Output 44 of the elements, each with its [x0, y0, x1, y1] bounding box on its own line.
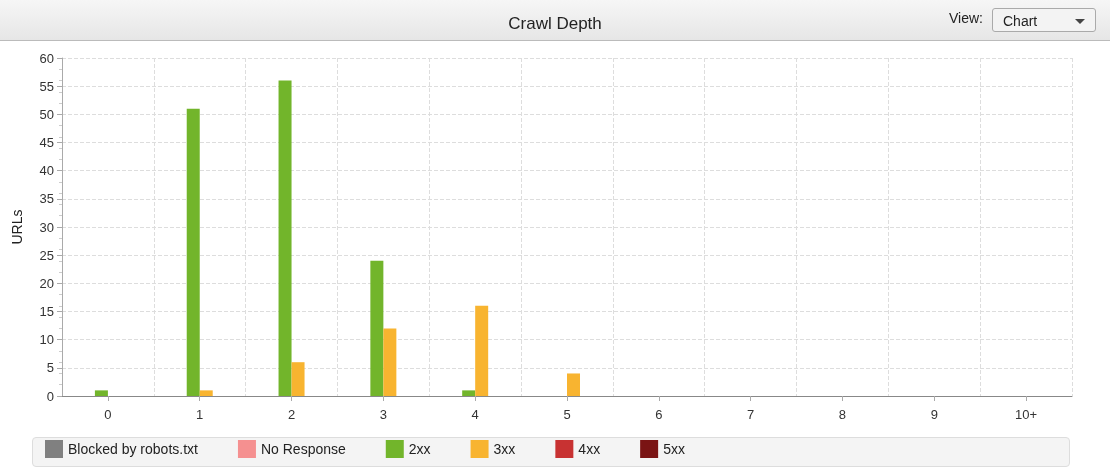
x-tick-label: 8	[838, 407, 847, 422]
y-tick-label: 15	[39, 304, 54, 319]
x-tick-label: 7	[747, 407, 755, 422]
x-tick-label: 4	[471, 407, 479, 422]
legend-label: No Response	[260, 441, 346, 457]
x-tick-label: 5	[563, 407, 571, 422]
bar	[383, 328, 397, 396]
legend-label: Blocked by robots.txt	[68, 441, 199, 457]
y-axis-title: URLs	[9, 209, 25, 245]
bar	[278, 80, 292, 396]
y-tick-label: 0	[46, 388, 54, 404]
chart-title: Crawl Depth	[508, 14, 602, 33]
y-tick-label: 10	[39, 332, 54, 348]
y-tick-label: 60	[39, 50, 54, 66]
bar	[291, 362, 305, 396]
y-tick-label: 40	[39, 163, 54, 179]
x-tick-label: 1	[196, 407, 204, 422]
y-tick-label: 45	[39, 135, 54, 150]
legend-label: 3xx	[493, 441, 516, 457]
bar	[462, 390, 476, 396]
x-tick-label: 3	[379, 407, 387, 422]
x-tick-label: 10+	[1015, 407, 1038, 422]
bar	[186, 108, 200, 396]
legend-label: 5xx	[663, 441, 685, 457]
bar	[94, 390, 108, 396]
bar	[199, 390, 213, 396]
x-tick-label: 9	[930, 407, 938, 422]
y-tick-label: 30	[39, 219, 54, 235]
x-tick-label: 6	[655, 407, 663, 422]
x-tick-label: 0	[104, 407, 112, 422]
legend-label: 2xx	[408, 441, 431, 457]
bar	[370, 260, 384, 396]
bar	[567, 373, 580, 396]
view-dropdown: Chart	[992, 8, 1096, 32]
y-tick-label: 25	[39, 247, 54, 263]
y-tick-label: 35	[39, 191, 54, 207]
y-tick-label: 55	[39, 78, 54, 94]
text: View:	[949, 10, 983, 26]
y-tick-label: 5	[46, 360, 54, 376]
y-tick-label: 20	[39, 275, 54, 291]
y-tick-label: 50	[39, 106, 54, 122]
x-tick-label: 2	[287, 407, 296, 422]
bar	[475, 305, 489, 396]
legend-label: 4xx	[578, 441, 601, 457]
